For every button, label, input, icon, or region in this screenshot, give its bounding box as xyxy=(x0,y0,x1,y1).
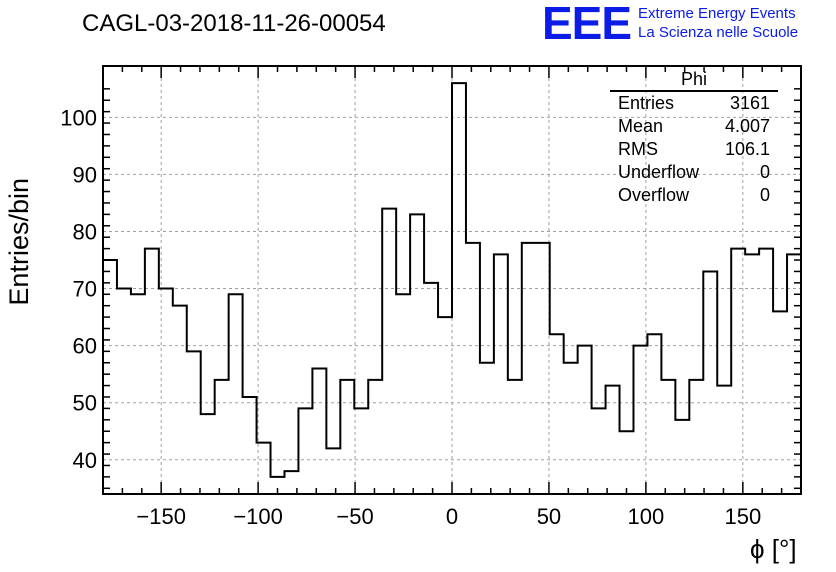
stats-name: Phi xyxy=(680,69,707,89)
stats-divider xyxy=(610,90,778,92)
histogram-bin xyxy=(215,380,229,494)
histogram-bin xyxy=(717,386,731,494)
histogram-bin xyxy=(312,368,326,494)
histogram-bin xyxy=(773,311,787,494)
stats-label: Underflow xyxy=(618,162,700,182)
histogram-bin xyxy=(159,289,173,494)
stats-value: 106.1 xyxy=(724,139,770,159)
stats-value: 0 xyxy=(759,162,770,182)
histogram-bin xyxy=(410,214,424,494)
x-tick-label: 100 xyxy=(628,504,665,529)
stats-label: RMS xyxy=(618,139,658,159)
histogram-bin xyxy=(103,260,117,494)
y-tick-label: 90 xyxy=(73,162,97,187)
histogram-bin xyxy=(340,380,354,494)
y-tick-label: 40 xyxy=(73,448,97,473)
logo-line-2: La Scienza nelle Scuole xyxy=(638,24,799,41)
x-tick-label: 0 xyxy=(446,504,458,529)
histogram-bin xyxy=(550,334,564,494)
histogram-bin xyxy=(131,294,145,494)
histogram-bin xyxy=(592,408,606,494)
histogram-bin xyxy=(382,209,396,494)
histogram-bin xyxy=(661,380,675,494)
histogram-bin xyxy=(675,420,689,494)
histogram-bin xyxy=(424,283,438,494)
histogram-bin xyxy=(466,243,480,494)
stats-row: RMS 106.1 xyxy=(610,138,778,161)
eee-logo: EEE xyxy=(542,0,632,49)
histogram-bin xyxy=(494,254,508,494)
histogram-bin xyxy=(243,397,257,494)
stats-row: Overflow 0 xyxy=(610,184,778,207)
histogram-bin xyxy=(703,271,717,494)
histogram-bin xyxy=(564,363,578,494)
histogram-bin xyxy=(731,249,745,494)
histogram-bin xyxy=(508,380,522,494)
stats-label: Mean xyxy=(618,116,664,136)
histogram-bin xyxy=(745,254,759,494)
histogram-bin xyxy=(536,243,550,494)
histogram-bin xyxy=(201,414,215,494)
x-tick-label: 150 xyxy=(724,504,761,529)
y-tick-label: 70 xyxy=(73,277,97,302)
y-axis-label: Entries/bin xyxy=(4,178,34,306)
histogram-bin xyxy=(452,83,466,494)
stats-row: Underflow 0 xyxy=(610,161,778,184)
stats-row: Entries 3161 xyxy=(610,92,778,115)
stats-label: Entries xyxy=(618,93,675,113)
histogram-bin xyxy=(229,294,243,494)
histogram-bin xyxy=(606,386,620,494)
histogram-bin xyxy=(298,408,312,494)
chart-title: CAGL-03-2018-11-26-00054 xyxy=(82,10,386,37)
stats-label: Overflow xyxy=(618,185,690,205)
histogram-bin xyxy=(480,363,494,494)
logo-line-1: Extreme Energy Events xyxy=(638,5,796,22)
stats-value: 0 xyxy=(759,185,770,205)
y-tick-label: 100 xyxy=(60,105,97,130)
histogram-bin xyxy=(354,408,368,494)
histogram-bin xyxy=(438,317,452,494)
x-axis-label: ϕ [°] xyxy=(750,534,797,564)
x-tick-label: −50 xyxy=(336,504,373,529)
histogram-bin xyxy=(633,346,647,494)
stats-value: 4.007 xyxy=(724,116,770,136)
y-tick-label: 60 xyxy=(73,334,97,359)
histogram-bin xyxy=(187,351,201,494)
histogram-bin xyxy=(647,334,661,494)
stats-row: Mean 4.007 xyxy=(610,115,778,138)
histogram-bin xyxy=(759,249,773,494)
histogram-bin xyxy=(368,380,382,494)
histogram-bin xyxy=(578,346,592,494)
histogram-bin xyxy=(145,249,159,494)
histogram-line xyxy=(103,82,801,478)
stats-value: 3161 xyxy=(729,93,770,113)
histogram-bin xyxy=(117,289,131,494)
histogram-bin xyxy=(522,243,536,494)
x-tick-label: −100 xyxy=(233,504,283,529)
x-tick-label: −150 xyxy=(136,504,186,529)
histogram-bin xyxy=(396,294,410,494)
histogram-bin xyxy=(689,380,703,494)
histogram-bin xyxy=(173,306,187,494)
y-tick-label: 50 xyxy=(73,391,97,416)
histogram-bin xyxy=(620,431,634,494)
x-tick-label: 50 xyxy=(537,504,561,529)
stats-box: Phi Entries 3161 Mean 4.007 RMS 106.1 Un… xyxy=(610,68,778,207)
histogram-bin xyxy=(326,448,340,494)
y-tick-label: 80 xyxy=(73,219,97,244)
